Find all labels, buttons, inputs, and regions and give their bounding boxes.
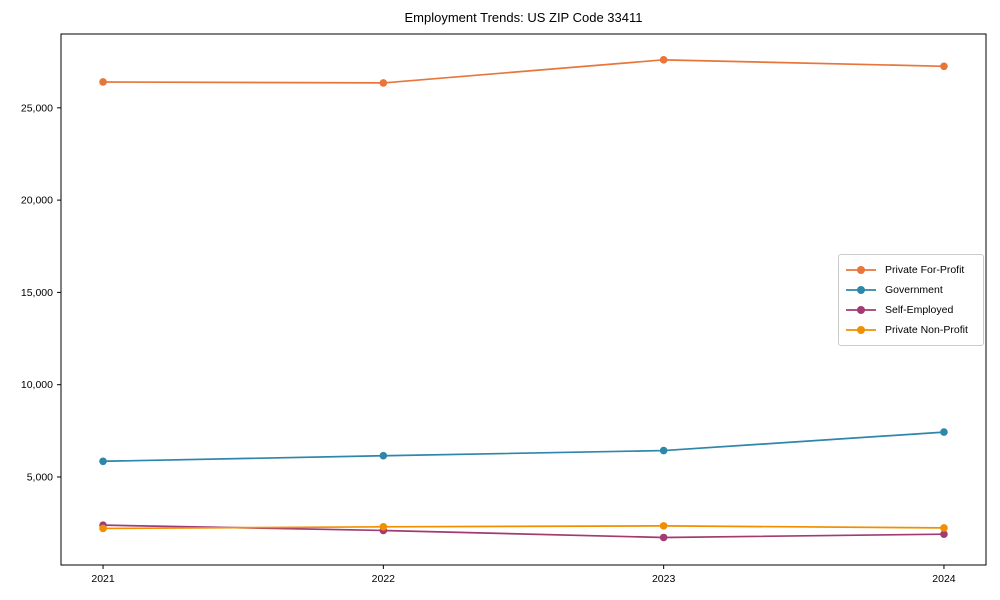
data-point-private-for-profit xyxy=(940,62,948,71)
legend-swatch-icon xyxy=(846,326,876,334)
legend-swatch-icon xyxy=(846,286,876,294)
data-point-private-non-profit xyxy=(940,524,948,532)
data-point-private-for-profit xyxy=(379,79,388,87)
legend-label: Private Non-Profit xyxy=(885,324,968,336)
legend-item-private-non-profit: Private Non-Profit xyxy=(845,320,977,340)
x-tick-label: 2024 xyxy=(932,573,956,585)
x-tick-label: 2021 xyxy=(91,573,115,585)
data-point-self-employed xyxy=(940,530,948,538)
data-point-government xyxy=(99,457,107,466)
data-point-private-non-profit xyxy=(659,522,668,530)
legend-swatch-icon xyxy=(846,306,876,314)
data-point-private-non-profit xyxy=(99,524,107,533)
y-tick-label: 5,000 xyxy=(27,471,53,483)
x-tick-label: 2022 xyxy=(372,573,396,585)
legend-swatch-icon xyxy=(846,266,876,274)
data-point-private-for-profit xyxy=(659,56,668,64)
data-point-government xyxy=(940,428,948,436)
y-tick-label: 20,000 xyxy=(21,195,53,207)
data-point-self-employed xyxy=(659,533,668,542)
y-tick-label: 15,000 xyxy=(21,287,53,299)
legend-label: Government xyxy=(885,284,943,296)
data-point-government xyxy=(659,446,668,455)
data-point-private-non-profit xyxy=(379,522,388,531)
series-line-government xyxy=(103,431,945,463)
legend-item-private-for-profit: Private For-Profit xyxy=(845,260,977,280)
series-line-private-for-profit xyxy=(103,58,944,84)
chart-title: Employment Trends: US ZIP Code 33411 xyxy=(404,10,643,25)
y-tick-label: 25,000 xyxy=(21,102,53,114)
legend-label: Private For-Profit xyxy=(885,264,965,276)
y-tick-label: 10,000 xyxy=(21,379,53,391)
data-point-government xyxy=(379,451,388,460)
series-line-private-non-profit xyxy=(103,525,944,530)
x-tick-label: 2023 xyxy=(652,573,676,585)
axes-border xyxy=(60,33,987,566)
legend: Private For-Profit Government Self-Employe… xyxy=(838,254,984,346)
legend-item-government: Government xyxy=(845,280,977,300)
legend-item-self-employed: Self-Employed xyxy=(845,300,977,320)
legend-label: Self-Employed xyxy=(885,304,954,316)
data-point-private-for-profit xyxy=(99,78,107,86)
